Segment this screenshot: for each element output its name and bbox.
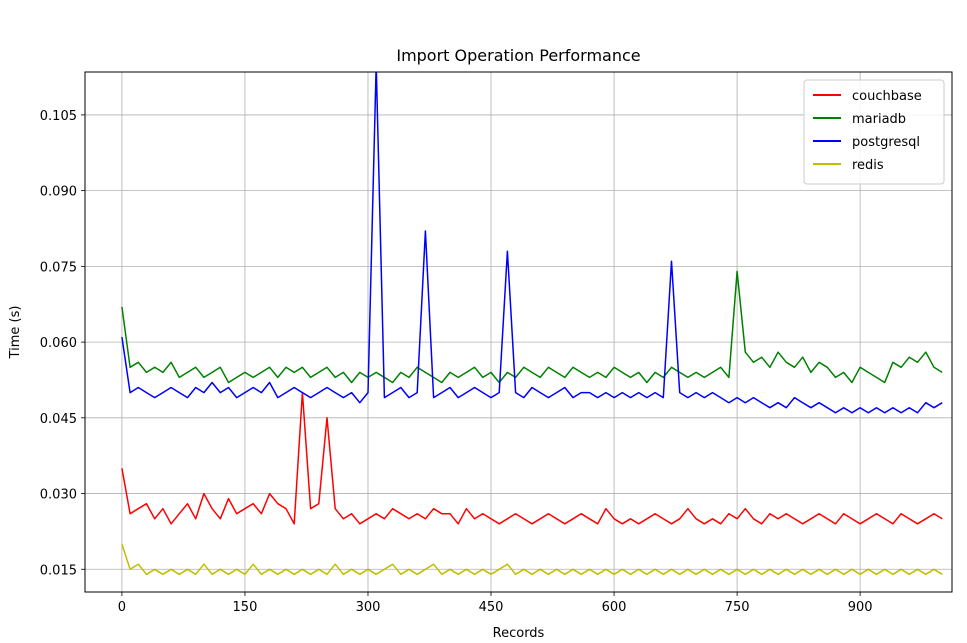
chart-title: Import Operation Performance xyxy=(396,46,640,65)
tick-marks: 0 150 300 450 600 750 900 0.015 0.030 0.045 0.060 0… xyxy=(40,109,873,615)
legend-label-redis: redis xyxy=(852,158,884,173)
y-axis-label: Time (s) xyxy=(8,306,23,360)
x-tick-label: 450 xyxy=(479,600,504,615)
series-line-couchbase xyxy=(121,391,943,525)
series-line-mariadb xyxy=(121,270,943,384)
legend-box xyxy=(803,79,945,185)
x-tick-label: 300 xyxy=(356,600,381,615)
y-tick-label: 0.090 xyxy=(40,185,77,200)
x-tick-label: 150 xyxy=(233,600,258,615)
legend-label-mariadb: mariadb xyxy=(852,112,906,127)
y-tick-label: 0.045 xyxy=(40,412,77,427)
plot-area-frame xyxy=(84,71,953,593)
y-tick-label: 0.105 xyxy=(40,109,77,124)
series-line-redis xyxy=(121,543,943,576)
x-tick-label: 0 xyxy=(118,600,126,615)
y-tick-label: 0.015 xyxy=(40,563,77,578)
y-tick-label: 0.060 xyxy=(40,336,77,351)
y-tick-label: 0.030 xyxy=(40,488,77,503)
legend: couchbase mariadb postgresql redis xyxy=(803,79,945,185)
grid-lines xyxy=(85,72,952,592)
x-axis-label: Records xyxy=(493,626,545,641)
series-line-postgresql xyxy=(121,72,943,414)
x-tick-label: 750 xyxy=(725,600,750,615)
legend-label-couchbase: couchbase xyxy=(852,89,922,104)
legend-label-postgresql: postgresql xyxy=(852,135,920,150)
x-tick-label: 600 xyxy=(602,600,627,615)
x-tick-label: 900 xyxy=(848,600,873,615)
y-tick-label: 0.075 xyxy=(40,260,77,275)
series-layer xyxy=(121,72,943,576)
